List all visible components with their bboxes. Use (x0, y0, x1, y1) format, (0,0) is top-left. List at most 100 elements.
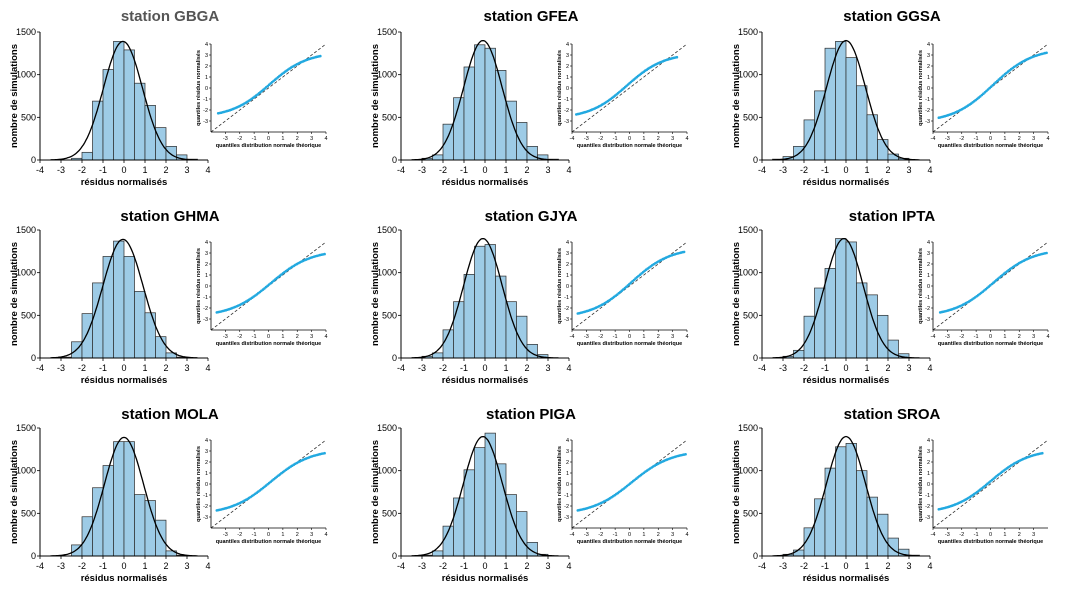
qq-y-tick-label: 4 (205, 438, 208, 444)
hist-x-tick-label: 4 (927, 363, 932, 373)
qq-x-tick-label: -1 (974, 532, 979, 538)
histogram-bar (887, 153, 899, 161)
hist-x-tick-label: 1 (503, 165, 508, 175)
histogram-bar (835, 446, 847, 557)
qq-x-tick-label: -3 (223, 334, 228, 340)
qq-x-tick-label: -2 (959, 532, 964, 538)
hist-y-tick-label: 1500 (377, 225, 397, 235)
hist-y-tick-label: 1500 (738, 423, 758, 433)
hist-x-tick-label: 1 (142, 363, 147, 373)
histogram-bar (505, 301, 517, 359)
histogram-bar (516, 315, 528, 359)
hist-x-tick-label: 3 (545, 165, 550, 175)
panel-title: station GBGA (120, 8, 220, 25)
hist-x-tick-label: -3 (779, 561, 787, 571)
histogram-bar (845, 241, 857, 359)
qq-x-tick-label: 4 (685, 334, 688, 340)
qq-point (1045, 51, 1048, 55)
hist-x-tick-label: -3 (779, 165, 787, 175)
hist-x-tick-label: -1 (821, 363, 829, 373)
panel-title: station IPTA (848, 208, 936, 225)
qq-y-tick-label: 4 (566, 42, 569, 48)
qq-x-tick-label: -3 (945, 334, 950, 340)
qq-x-tick-label: 0 (267, 334, 270, 340)
qq-y-tick-label: 3 (927, 251, 930, 257)
qq-x-tick-label: 2 (657, 532, 660, 538)
histogram-bar (474, 245, 486, 359)
qq-x-tick-label: -3 (223, 532, 228, 538)
station-panel: station SROA -4 -3 -2 -1 0 1 2 3 4 0 500 1000 1500 rés… (722, 398, 1083, 596)
hist-x-tick-label: 1 (864, 363, 869, 373)
hist-y-tick-label: 0 (392, 353, 397, 363)
qq-x-tick-label: 3 (310, 334, 313, 340)
hist-x-tick-label: -4 (36, 165, 44, 175)
hist-x-tick-label: -1 (99, 363, 107, 373)
qq-x-tick-label: -4 (570, 532, 575, 538)
qq-y-tick-label: -1 (203, 493, 208, 499)
panel-svg: -4 -3 -2 -1 0 1 2 3 4 0 500 1000 1500 résidus normali… (731, 225, 1050, 386)
hist-x-tick-label: -4 (36, 561, 44, 571)
hist-x-tick-label: 2 (885, 561, 890, 571)
histogram-bar (113, 441, 125, 557)
qq-y-tick-label: 2 (205, 460, 208, 466)
qq-y-tick-label: 2 (205, 262, 208, 268)
qq-x-tick-label: 2 (296, 532, 299, 538)
qq-y-tick-label: 3 (566, 449, 569, 455)
qq-x-axis-label: quantiles distribution normale théorique (577, 143, 682, 149)
hist-y-axis-label: nombre de simulations (370, 440, 381, 544)
qq-x-axis-label: quantiles distribution normale théorique (938, 341, 1043, 347)
qq-x-tick-label: -4 (931, 334, 936, 340)
hist-y-axis-label: nombre de simulations (731, 44, 742, 148)
hist-x-tick-label: 3 (906, 561, 911, 571)
hist-x-tick-label: 4 (927, 165, 932, 175)
hist-y-tick-label: 0 (753, 551, 758, 561)
qq-y-axis-label: quantiles résidus normalisés (918, 446, 924, 522)
qq-x-axis-label: quantiles distribution normale théorique (577, 539, 682, 545)
qq-x-tick-label: 4 (1046, 136, 1049, 142)
qq-x-tick-label: 1 (281, 136, 284, 142)
panel-svg: -4 -3 -2 -1 0 1 2 3 4 0 500 1000 1500 résidus normali… (9, 225, 328, 386)
qq-x-tick-label: -2 (598, 334, 603, 340)
qq-y-tick-label: -2 (925, 504, 930, 510)
hist-x-tick-label: 2 (885, 165, 890, 175)
histogram-bar (814, 90, 826, 161)
qq-x-tick-label: 0 (267, 136, 270, 142)
qq-y-tick-label: -2 (564, 504, 569, 510)
qq-x-tick-label: 2 (1018, 136, 1021, 142)
histogram-bar (484, 244, 496, 359)
hist-x-tick-label: 0 (121, 561, 126, 571)
hist-x-tick-label: -3 (57, 165, 65, 175)
qq-x-axis-label: quantiles distribution normale théorique (938, 539, 1043, 545)
hist-x-tick-label: 0 (843, 165, 848, 175)
qq-y-tick-label: 1 (205, 75, 208, 81)
histogram-bar (463, 469, 475, 557)
hist-x-tick-label: 3 (545, 561, 550, 571)
hist-x-tick-label: -1 (99, 561, 107, 571)
hist-y-tick-label: 500 (21, 310, 36, 320)
qq-x-tick-label: -4 (570, 334, 575, 340)
hist-x-tick-label: 0 (482, 363, 487, 373)
qq-point (323, 451, 326, 455)
hist-x-tick-label: 0 (482, 165, 487, 175)
hist-x-tick-label: -4 (758, 561, 766, 571)
qq-x-tick-label: 2 (296, 334, 299, 340)
qq-y-tick-label: -2 (925, 108, 930, 114)
hist-y-tick-label: 500 (743, 310, 758, 320)
qq-y-tick-label: 2 (566, 460, 569, 466)
qq-x-tick-label: -1 (252, 334, 257, 340)
histogram-bar (814, 287, 826, 359)
qq-x-tick-label: 2 (1018, 532, 1021, 538)
qq-x-tick-label: 3 (310, 136, 313, 142)
normal-fit-curve (50, 40, 198, 161)
hist-x-tick-label: 3 (184, 561, 189, 571)
qq-x-tick-label: 1 (1003, 532, 1006, 538)
hist-x-axis-label: résidus normalisés (81, 375, 168, 386)
qq-y-tick-label: -2 (203, 504, 208, 510)
qq-y-tick-label: 3 (205, 449, 208, 455)
qq-y-tick-label: -2 (564, 108, 569, 114)
qq-y-tick-label: -1 (564, 295, 569, 301)
histogram-bar (113, 240, 125, 359)
histogram-bar (432, 550, 444, 557)
panel-svg: -4 -3 -2 -1 0 1 2 3 4 0 500 1000 1500 résidus normali… (731, 27, 1050, 188)
hist-x-tick-label: 1 (142, 561, 147, 571)
